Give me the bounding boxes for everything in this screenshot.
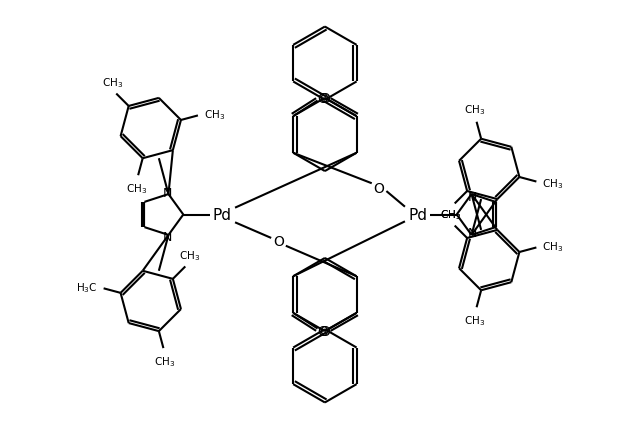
Text: N: N [163, 186, 172, 199]
Text: CH$_3$: CH$_3$ [440, 208, 461, 222]
Text: H$_3$C: H$_3$C [76, 280, 98, 294]
Text: CH$_3$: CH$_3$ [542, 177, 563, 190]
Text: CH$_3$: CH$_3$ [204, 108, 225, 122]
Text: CH$_3$: CH$_3$ [102, 77, 123, 90]
Text: O: O [317, 91, 328, 105]
Text: N: N [468, 227, 477, 240]
Text: O: O [317, 325, 328, 339]
Text: CH$_3$: CH$_3$ [154, 354, 175, 368]
Text: O: O [273, 234, 284, 248]
Text: N: N [163, 231, 172, 244]
Text: O: O [319, 325, 330, 339]
Text: Pd: Pd [213, 208, 232, 222]
Text: CH$_3$: CH$_3$ [126, 181, 147, 195]
Text: CH$_3$: CH$_3$ [465, 313, 486, 327]
Text: CH$_3$: CH$_3$ [542, 240, 563, 253]
Text: CH$_3$: CH$_3$ [440, 208, 461, 222]
Text: CH$_3$: CH$_3$ [465, 103, 486, 117]
Text: CH$_3$: CH$_3$ [179, 249, 200, 263]
Text: O: O [319, 91, 330, 105]
Text: O: O [373, 182, 384, 196]
Text: N: N [468, 190, 477, 203]
Text: Pd: Pd [408, 208, 427, 222]
